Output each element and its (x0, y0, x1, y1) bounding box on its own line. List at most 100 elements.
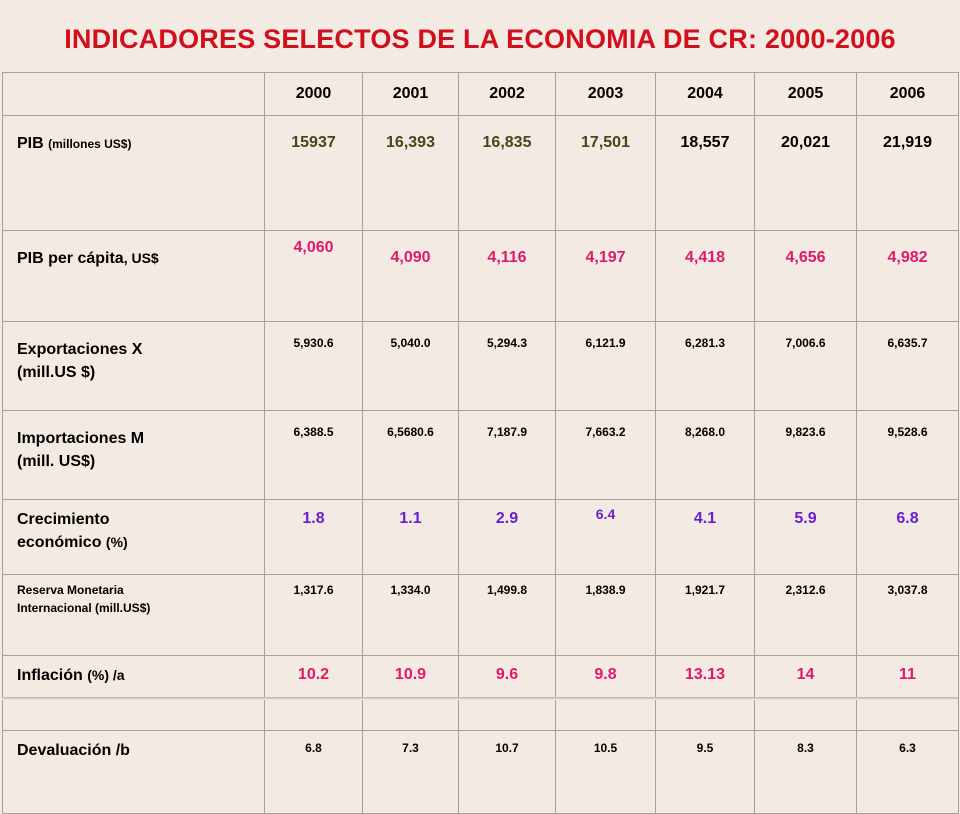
table-cell: 10.5 (555, 730, 656, 814)
year-header: 2002 (458, 72, 556, 116)
table-cell: 10.7 (458, 730, 556, 814)
table-cell: 18,557 (655, 115, 755, 231)
row-label-main: Exportaciones X (17, 341, 143, 358)
table-cell: 9,823.6 (754, 410, 857, 500)
table-cell: 6.3 (856, 730, 959, 814)
row-label-unit: (%) (105, 534, 128, 550)
table-row-pib-per-capita: PIB per cápita, US$ 4,060 4,090 4,116 4,… (2, 230, 959, 322)
table-cell: 5,294.3 (458, 321, 556, 411)
table-cell: 1.1 (362, 499, 459, 575)
table-cell: 5.9 (754, 499, 857, 575)
table-cell: 1.8 (264, 499, 363, 575)
table-cell: 8.3 (754, 730, 857, 814)
table-bottom-shadow (2, 697, 958, 700)
table-cell: 20,021 (754, 115, 857, 231)
table-row-importaciones: Importaciones M (mill. US$) 6,388.5 6,568… (2, 410, 959, 500)
table-cell: 4,418 (655, 230, 755, 322)
page-title: INDICADORES SELECTOS DE LA ECONOMIA DE C… (64, 24, 896, 54)
header-row: 2000 2001 2002 2003 2004 2005 2006 (2, 72, 959, 116)
row-label-main: PIB (17, 135, 49, 152)
table-cell: 15937 (264, 115, 363, 231)
year-header: 2000 (264, 72, 363, 116)
row-label-sub: económico (17, 534, 106, 551)
row-label: Reserva Monetaria Internacional (mill.US$… (2, 574, 265, 656)
table-cell: 5,040.0 (362, 321, 459, 411)
table-cell: 10.2 (264, 655, 363, 731)
table-cell: 6,388.5 (264, 410, 363, 500)
table-cell: 9.5 (655, 730, 755, 814)
row-label-sub: Internacional (mill.US$) (17, 601, 151, 615)
row-label: PIB per cápita, US$ (2, 230, 265, 322)
table-cell: 17,501 (555, 115, 656, 231)
table-cell: 1,317.6 (264, 574, 363, 656)
table-cell: 7.3 (362, 730, 459, 814)
row-label: Exportaciones X (mill.US $) (2, 321, 265, 411)
table-cell: 1,838.9 (555, 574, 656, 656)
table-cell: 1,499.8 (458, 574, 556, 656)
table-row-exportaciones: Exportaciones X (mill.US $) 5,930.6 5,040… (2, 321, 959, 411)
indicators-table: 2000 2001 2002 2003 2004 2005 2006 PIB (… (2, 72, 959, 814)
table-cell: 6.8 (264, 730, 363, 814)
table-cell: 1,921.7 (655, 574, 755, 656)
year-header: 2003 (555, 72, 656, 116)
table-cell: 4,116 (458, 230, 556, 322)
header-corner-cell (2, 72, 265, 116)
row-label: PIB (millones US$) (2, 115, 265, 231)
table-cell: 21,919 (856, 115, 959, 231)
row-label: Inflación (%) /a (2, 655, 265, 731)
table-cell: 2,312.6 (754, 574, 857, 656)
row-label-unit: (%) (87, 667, 110, 683)
row-label-main: PIB per cápita (17, 250, 124, 267)
table-cell: 7,663.2 (555, 410, 656, 500)
table-cell: 3,037.8 (856, 574, 959, 656)
table-cell: 6.8 (856, 499, 959, 575)
row-label-main: Crecimiento (17, 511, 110, 528)
table-cell: 4,060 (264, 230, 363, 322)
row-label-sub: (mill. US$) (17, 453, 96, 470)
row-label-sub: (millones US$) (48, 137, 132, 151)
table-cell: 10.9 (362, 655, 459, 731)
year-header: 2001 (362, 72, 459, 116)
year-header: 2005 (754, 72, 857, 116)
table-cell: 7,006.6 (754, 321, 857, 411)
row-label-sub: , US$ (123, 250, 159, 266)
table-row-reserva-monetaria: Reserva Monetaria Internacional (mill.US$… (2, 574, 959, 656)
table-cell: 9.8 (555, 655, 656, 731)
row-label: Crecimiento económico (%) (2, 499, 265, 575)
row-label-main: Inflación (17, 667, 88, 684)
table-cell: 13.13 (655, 655, 755, 731)
year-header: 2006 (856, 72, 959, 116)
table-cell: 6,5680.6 (362, 410, 459, 500)
row-label-main: Importaciones M (17, 430, 145, 447)
table-cell: 7,187.9 (458, 410, 556, 500)
table-cell: 2.9 (458, 499, 556, 575)
row-label-main: Reserva Monetaria (17, 583, 124, 597)
table-row-inflacion: Inflación (%) /a 10.2 10.9 9.6 9.8 13.13… (2, 655, 959, 731)
table-cell: 6.4 (555, 499, 656, 575)
table-row-devaluacion: Devaluación /b 6.8 7.3 10.7 10.5 9.5 8.3… (2, 730, 959, 814)
table-cell: 6,281.3 (655, 321, 755, 411)
table-cell: 16,835 (458, 115, 556, 231)
table-cell: 14 (754, 655, 857, 731)
year-header: 2004 (655, 72, 755, 116)
table-cell: 4,656 (754, 230, 857, 322)
row-label-sub: (mill.US $) (17, 364, 96, 381)
row-label: Importaciones M (mill. US$) (2, 410, 265, 500)
table-cell: 9,528.6 (856, 410, 959, 500)
row-label: Devaluación /b (2, 730, 265, 814)
table-cell: 4,982 (856, 230, 959, 322)
table-row-crecimiento: Crecimiento económico (%) 1.8 1.1 2.9 6.4… (2, 499, 959, 575)
table-cell: 4,090 (362, 230, 459, 322)
table-cell: 1,334.0 (362, 574, 459, 656)
table-cell: 6,121.9 (555, 321, 656, 411)
table-cell: 16,393 (362, 115, 459, 231)
table-cell: 9.6 (458, 655, 556, 731)
table-cell: 4.1 (655, 499, 755, 575)
table-cell: 4,197 (555, 230, 656, 322)
table-cell: 6,635.7 (856, 321, 959, 411)
table-cell: 8,268.0 (655, 410, 755, 500)
table-cell: 5,930.6 (264, 321, 363, 411)
row-label-sub: /a (109, 667, 125, 683)
table-row-pib: PIB (millones US$) 15937 16,393 16,835 1… (2, 115, 959, 231)
table-cell: 11 (856, 655, 959, 731)
